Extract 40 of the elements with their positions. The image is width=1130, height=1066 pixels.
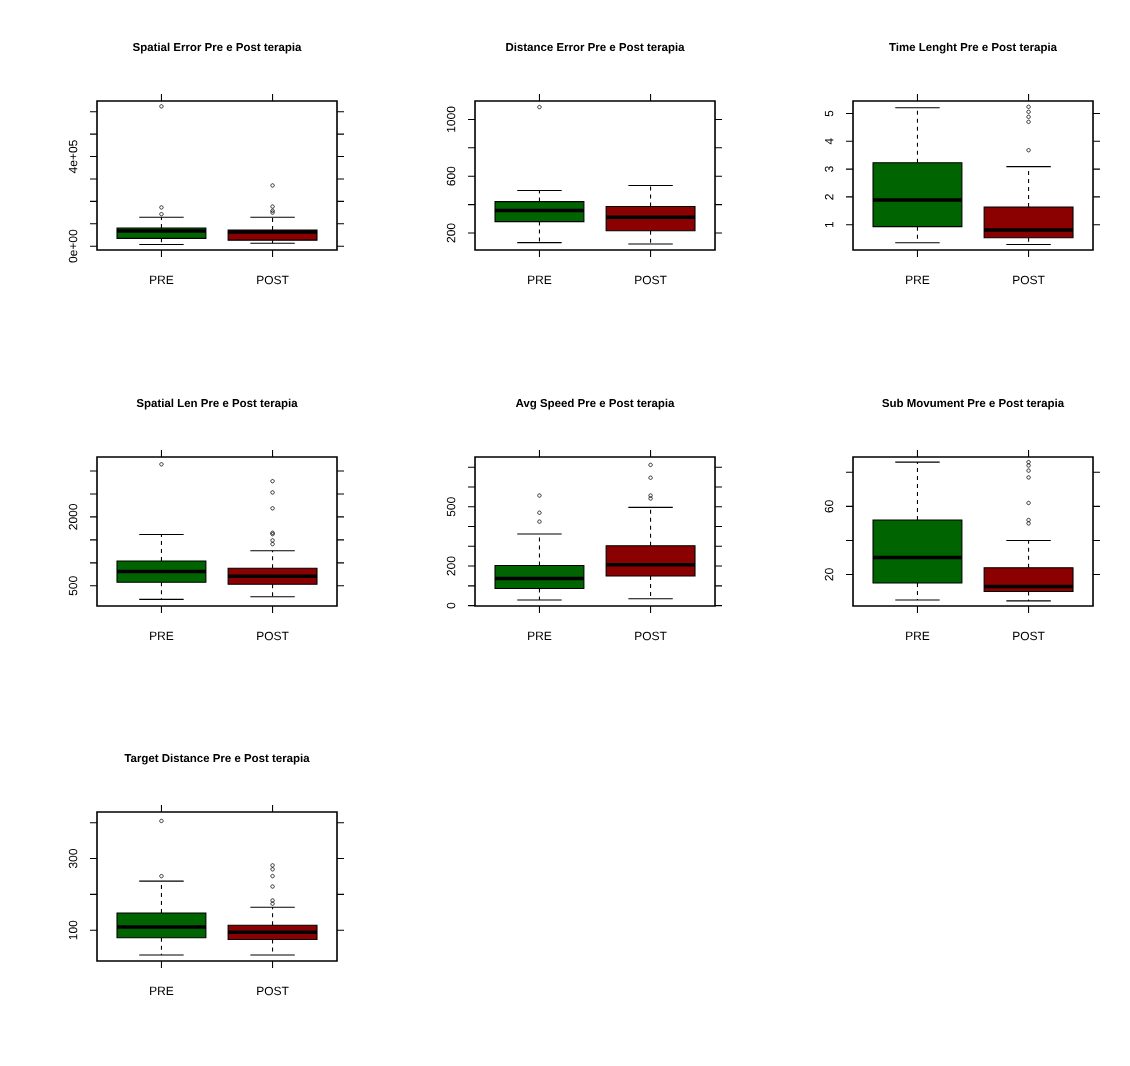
chart-title: Sub Movument Pre e Post terapia xyxy=(882,398,1065,410)
y-tick-label: 60 xyxy=(824,500,834,513)
x-tick-label: PRE xyxy=(906,275,930,284)
x-tick-label: PRE xyxy=(150,631,174,640)
y-tick-label: 1 xyxy=(825,221,834,228)
y-tick-label: 200 xyxy=(446,223,456,243)
y-tick-label: 5 xyxy=(824,110,834,117)
y-tick-label: 2000 xyxy=(68,504,78,530)
x-tick-label: POST xyxy=(1013,631,1045,641)
y-tick-label: 2 xyxy=(824,194,834,200)
y-tick-label: 500 xyxy=(446,497,456,517)
y-tick-label: 0e+00 xyxy=(68,229,78,263)
x-tick-label: PRE xyxy=(528,631,552,640)
x-tick-label: POST xyxy=(257,275,289,285)
x-tick-label: PRE xyxy=(150,275,174,284)
x-tick-label: PRE xyxy=(528,275,552,284)
y-tick-label: 600 xyxy=(446,166,456,186)
x-tick-label: PRE xyxy=(906,631,930,640)
chart-title: Target Distance Pre e Post terapia xyxy=(124,753,310,765)
y-tick-label: 20 xyxy=(824,568,834,581)
y-tick-label: 500 xyxy=(68,576,78,596)
y-tick-label: 3 xyxy=(824,166,834,172)
y-tick-label: 4 xyxy=(825,138,834,145)
y-tick-label: 0 xyxy=(446,602,456,609)
chart-title: Spatial Len Pre e Post terapia xyxy=(136,398,298,410)
x-tick-label: POST xyxy=(257,631,289,641)
y-tick-label: 200 xyxy=(446,556,456,576)
x-tick-label: POST xyxy=(257,986,289,996)
x-tick-label: POST xyxy=(1013,275,1045,285)
y-tick-label: 4e+05 xyxy=(68,140,78,174)
y-tick-label: 1000 xyxy=(446,106,456,132)
chart-title: Avg Speed Pre e Post terapia xyxy=(515,398,675,410)
x-tick-label: POST xyxy=(635,631,667,641)
x-tick-label: POST xyxy=(635,275,667,285)
y-tick-label: 300 xyxy=(68,849,78,869)
x-tick-label: PRE xyxy=(150,986,174,995)
chart-title: Distance Error Pre e Post terapia xyxy=(506,42,685,54)
chart-title: Time Lenght Pre e Post terapia xyxy=(889,42,1058,54)
y-tick-label: 100 xyxy=(68,920,78,940)
chart-title: Spatial Error Pre e Post terapia xyxy=(132,42,302,54)
